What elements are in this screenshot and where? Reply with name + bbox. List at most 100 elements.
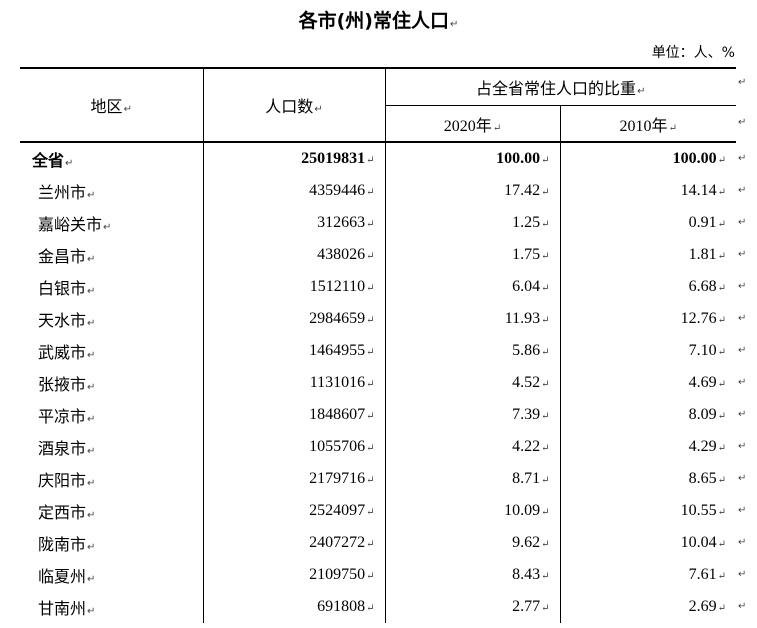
paragraph-mark-icon: ↵ bbox=[717, 539, 726, 550]
cell-population-text: 25019831 bbox=[301, 150, 366, 167]
cell-share-2020: 17.42↵ bbox=[385, 175, 561, 207]
cell-share-2020-text: 10.09 bbox=[504, 502, 541, 519]
table-row: 庆阳市↵ 2179716↵ 8.71↵ 8.65↵ bbox=[20, 463, 736, 495]
cell-population: 691808↵ bbox=[203, 591, 386, 623]
cell-region: 武威市↵ bbox=[20, 335, 204, 367]
cell-share-2010-text: 4.29 bbox=[688, 438, 717, 455]
paragraph-mark-icon: ↵ bbox=[366, 283, 375, 294]
cell-share-2010-text: 7.10 bbox=[688, 342, 717, 359]
cell-population-text: 1848607 bbox=[309, 406, 366, 423]
table-row: 武威市↵ 1464955↵ 5.86↵ 7.10↵ bbox=[20, 335, 736, 367]
paragraph-mark-icon: ↵ bbox=[87, 254, 96, 265]
cell-share-2020: 5.86↵ bbox=[385, 335, 561, 367]
paragraph-mark-icon: ↵ bbox=[717, 411, 726, 422]
paragraph-mark-icon: ↵ bbox=[541, 539, 550, 550]
table-row: 酒泉市↵ 1055706↵ 4.22↵ 4.29↵ bbox=[20, 431, 736, 463]
header-region: 地区↵ bbox=[20, 67, 204, 143]
cell-population-text: 1464955 bbox=[309, 342, 366, 359]
cell-share-2020-text: 100.00 bbox=[496, 150, 541, 167]
cell-population-text: 1512110 bbox=[309, 278, 366, 295]
table-row: 甘南州↵ 691808↵ 2.77↵ 2.69↵ bbox=[20, 591, 736, 623]
paragraph-mark-icon: ↵ bbox=[366, 443, 375, 454]
paragraph-mark-icon: ↵ bbox=[65, 158, 74, 169]
cell-share-2010: 10.04↵ bbox=[560, 527, 736, 559]
paragraph-mark-icon: ↵ bbox=[541, 475, 550, 486]
cell-region: 兰州市↵ bbox=[20, 175, 204, 207]
table-row: 天水市↵ 2984659↵ 11.93↵ 12.76↵ bbox=[20, 303, 736, 335]
paragraph-mark-icon: ↵ bbox=[738, 281, 747, 292]
paragraph-mark-icon: ↵ bbox=[541, 219, 550, 230]
table-row: 嘉峪关市↵ 312663↵ 1.25↵ 0.91↵ bbox=[20, 207, 736, 239]
paragraph-mark-icon: ↵ bbox=[738, 409, 747, 420]
cell-share-2020: 8.43↵ bbox=[385, 559, 561, 591]
cell-share-2010: 10.55↵ bbox=[560, 495, 736, 527]
cell-share-2010-text: 2.69 bbox=[688, 598, 717, 615]
cell-region: 临夏州↵ bbox=[20, 559, 204, 591]
cell-population: 1848607↵ bbox=[203, 399, 386, 431]
cell-region-text: 天水市 bbox=[38, 311, 87, 330]
paragraph-mark-icon: ↵ bbox=[87, 190, 96, 201]
cell-region-text: 临夏州 bbox=[38, 567, 87, 586]
paragraph-mark-icon: ↵ bbox=[541, 379, 550, 390]
cell-share-2020-text: 1.75 bbox=[512, 246, 541, 263]
cell-region: 天水市↵ bbox=[20, 303, 204, 335]
cell-share-2020-text: 1.25 bbox=[512, 214, 541, 231]
paragraph-mark-icon: ↵ bbox=[366, 603, 375, 614]
paragraph-mark-icon: ↵ bbox=[366, 219, 375, 230]
paragraph-mark-icon: ↵ bbox=[492, 122, 502, 134]
cell-share-2010-text: 6.68 bbox=[688, 278, 717, 295]
cell-population: 1464955↵ bbox=[203, 335, 386, 367]
paragraph-mark-icon: ↵ bbox=[123, 104, 132, 115]
paragraph-mark-icon: ↵ bbox=[87, 574, 96, 585]
paragraph-mark-icon: ↵ bbox=[87, 382, 96, 393]
cell-share-2020-text: 2.77 bbox=[512, 598, 541, 615]
cell-share-2020-text: 5.86 bbox=[512, 342, 541, 359]
paragraph-mark-icon: ↵ bbox=[87, 286, 96, 297]
paragraph-mark-icon: ↵ bbox=[717, 603, 726, 614]
cell-share-2010: 4.69↵ bbox=[560, 367, 736, 399]
cell-population-text: 1131016 bbox=[309, 374, 366, 391]
cell-share-2010-text: 0.91 bbox=[688, 214, 717, 231]
paragraph-mark-icon: ↵ bbox=[717, 187, 726, 198]
table-row: 兰州市↵ 4359446↵ 17.42↵ 14.14↵ bbox=[20, 175, 736, 207]
paragraph-mark-icon: ↵ bbox=[717, 571, 726, 582]
table-row: 平凉市↵ 1848607↵ 7.39↵ 8.09↵ bbox=[20, 399, 736, 431]
paragraph-mark-icon: ↵ bbox=[541, 603, 550, 614]
cell-share-2010: 8.09↵ bbox=[560, 399, 736, 431]
header-population: 人口数↵ bbox=[203, 67, 386, 143]
header-share-group: 占全省常住人口的比重↵ bbox=[385, 67, 736, 106]
cell-population: 2984659↵ bbox=[203, 303, 386, 335]
paragraph-mark-icon: ↵ bbox=[314, 104, 323, 115]
cell-share-2010-text: 100.00 bbox=[672, 150, 717, 167]
cell-population-text: 2407272 bbox=[309, 534, 366, 551]
paragraph-mark-icon: ↵ bbox=[738, 473, 747, 484]
paragraph-mark-icon: ↵ bbox=[637, 86, 646, 97]
cell-share-2010: 12.76↵ bbox=[560, 303, 736, 335]
header-year-2020: 2020年↵ bbox=[385, 105, 561, 143]
cell-population: 312663↵ bbox=[203, 207, 386, 239]
cell-region: 白银市↵ bbox=[20, 271, 204, 303]
paragraph-mark-icon: ↵ bbox=[738, 377, 747, 388]
cell-region: 金昌市↵ bbox=[20, 239, 204, 271]
cell-population: 1512110↵ bbox=[203, 271, 386, 303]
cell-region-text: 张掖市 bbox=[38, 375, 87, 394]
cell-population-text: 691808 bbox=[317, 598, 366, 615]
cell-share-2020: 100.00↵ bbox=[385, 142, 561, 175]
cell-share-2010-text: 12.76 bbox=[680, 310, 717, 327]
cell-population: 2524097↵ bbox=[203, 495, 386, 527]
table-row: 白银市↵ 1512110↵ 6.04↵ 6.68↵ bbox=[20, 271, 736, 303]
paragraph-mark-icon: ↵ bbox=[717, 347, 726, 358]
header-2020-text: 2020年 bbox=[443, 117, 492, 135]
cell-region: 平凉市↵ bbox=[20, 399, 204, 431]
paragraph-mark-icon: ↵ bbox=[541, 155, 550, 166]
cell-share-2010: 14.14↵ bbox=[560, 175, 736, 207]
cell-region: 全省↵ bbox=[20, 142, 204, 175]
cell-share-2010-text: 10.55 bbox=[680, 502, 717, 519]
paragraph-mark-icon: ↵ bbox=[738, 537, 747, 548]
paragraph-mark-icon: ↵ bbox=[87, 478, 96, 489]
cell-region: 张掖市↵ bbox=[20, 367, 204, 399]
paragraph-mark-icon: ↵ bbox=[738, 313, 747, 324]
paragraph-mark-icon: ↵ bbox=[87, 318, 96, 329]
cell-region: 甘南州↵ bbox=[20, 591, 204, 623]
paragraph-mark-icon: ↵ bbox=[541, 571, 550, 582]
